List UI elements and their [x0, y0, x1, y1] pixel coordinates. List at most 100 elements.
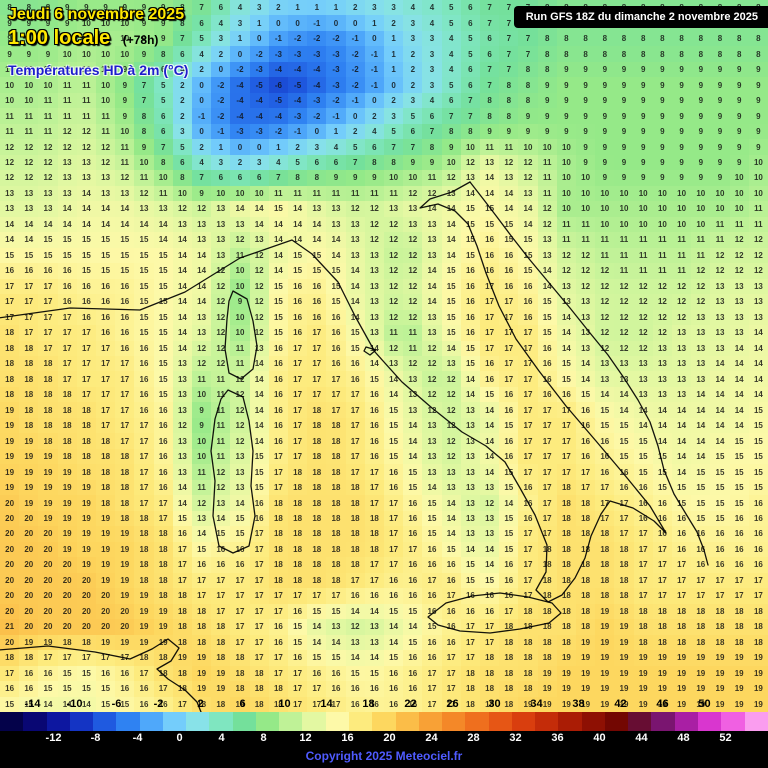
- temp-cell: 9: [576, 123, 596, 140]
- temp-cell: 16: [326, 681, 346, 697]
- temp-cell: 14: [345, 294, 365, 310]
- temp-cell: 19: [595, 619, 615, 635]
- temp-cell: 18: [96, 479, 116, 496]
- temp-cell: 13: [480, 510, 500, 527]
- temp-cell: 18: [57, 634, 77, 651]
- temp-cell: 19: [537, 681, 557, 697]
- temp-cell: 18: [288, 557, 308, 573]
- temp-cell: 7: [268, 170, 288, 186]
- temp-cell: 20: [0, 495, 20, 511]
- temp-cell: 16: [614, 479, 634, 496]
- temp-cell: 12: [211, 325, 231, 341]
- temp-cell: 16: [364, 696, 384, 712]
- temp-cell: 18: [192, 619, 212, 635]
- temp-cell: 15: [249, 464, 269, 480]
- temp-cell: -1: [268, 30, 288, 47]
- temp-cell: 14: [441, 340, 461, 356]
- temp-cell: 12: [652, 309, 672, 326]
- temp-cell: 15: [499, 526, 519, 542]
- temp-cell: 15: [326, 650, 346, 666]
- temp-cell: 18: [19, 371, 39, 387]
- temp-cell: 18: [480, 665, 500, 682]
- temp-cell: 14: [364, 340, 384, 356]
- temp-cell: 18: [672, 619, 692, 635]
- temp-cell: 18: [537, 619, 557, 635]
- temp-cell: 12: [633, 309, 653, 326]
- temp-cell: 11: [288, 185, 308, 202]
- temp-cell: 10: [672, 185, 692, 202]
- temp-cell: 13: [748, 294, 768, 310]
- temp-cell: 9: [614, 154, 634, 171]
- temp-cell: 16: [537, 371, 557, 387]
- scale-labels-bottom: -12 -8 -4 0 4 8 12 16 20 24 28 32 36 40 44 48 52: [0, 732, 768, 746]
- temp-cell: 12: [633, 294, 653, 310]
- scale-label: -2: [153, 698, 164, 710]
- temp-cell: 12: [691, 278, 711, 295]
- scale-label: 12: [299, 732, 312, 744]
- temp-cell: 16: [480, 232, 500, 248]
- temp-cell: 12: [422, 371, 442, 387]
- temp-cell: 9: [115, 61, 135, 78]
- temp-cell: 12: [576, 278, 596, 295]
- temp-cell: 17: [115, 417, 135, 434]
- temp-cell: 18: [576, 588, 596, 604]
- temp-cell: 19: [115, 572, 135, 589]
- temp-cell: 19: [652, 650, 672, 666]
- temp-cell: 10: [230, 185, 250, 202]
- temp-cell: 13: [595, 371, 615, 387]
- scale-color-segment: [348, 712, 373, 731]
- temp-cell: 12: [384, 216, 404, 233]
- temp-cell: 12: [249, 247, 269, 264]
- temp-cell: 12: [211, 479, 231, 496]
- temp-cell: 19: [96, 634, 116, 651]
- temp-cell: 18: [0, 356, 20, 372]
- temp-cell: 13: [57, 185, 77, 202]
- temp-cell: 3: [307, 139, 327, 155]
- scale-color-segment: [93, 712, 117, 731]
- temp-cell: 17: [0, 309, 20, 326]
- temp-cell: 15: [249, 448, 269, 465]
- temp-cell: 6: [192, 15, 212, 31]
- temp-cell: 11: [364, 185, 384, 202]
- temp-cell: 14: [326, 247, 346, 264]
- temp-cell: 9: [595, 61, 615, 78]
- temp-cell: 10: [556, 201, 576, 217]
- temp-cell: 15: [326, 294, 346, 310]
- temp-cell: 17: [480, 325, 500, 341]
- temp-cell: 8: [364, 154, 384, 171]
- temp-cell: 3: [384, 108, 404, 124]
- temp-cell: 13: [172, 356, 192, 372]
- temp-cell: 12: [19, 154, 39, 171]
- temp-cell: -1: [288, 123, 308, 140]
- temp-cell: -5: [249, 77, 269, 93]
- temp-cell: 14: [249, 386, 269, 403]
- temp-cell: 19: [38, 495, 58, 511]
- temp-cell: 15: [499, 464, 519, 480]
- temp-cell: 18: [38, 386, 58, 403]
- temp-cell: 7: [518, 46, 538, 62]
- temp-cell: 13: [230, 464, 250, 480]
- temp-cell: 14: [480, 448, 500, 465]
- temp-cell: 12: [211, 356, 231, 372]
- temp-cell: 15: [57, 665, 77, 682]
- temp-cell: 15: [460, 201, 480, 217]
- temp-cell: 6: [211, 170, 231, 186]
- temp-cell: 4: [403, 0, 423, 16]
- temp-cell: 9: [748, 92, 768, 109]
- temp-cell: 18: [0, 325, 20, 341]
- temp-cell: 13: [249, 232, 269, 248]
- temp-cell: 17: [499, 603, 519, 620]
- temp-cell: 9: [115, 0, 135, 16]
- temp-cell: 2: [288, 139, 308, 155]
- temp-cell: 16: [268, 634, 288, 651]
- temp-cell: 11: [614, 263, 634, 279]
- temp-cell: 14: [364, 650, 384, 666]
- temp-cell: 17: [364, 495, 384, 511]
- temp-cell: 9: [537, 92, 557, 109]
- temp-cell: 16: [403, 588, 423, 604]
- temp-cell: 15: [0, 247, 20, 264]
- temp-cell: 11: [576, 216, 596, 233]
- temp-cell: 17: [307, 340, 327, 356]
- temp-cell: 12: [614, 340, 634, 356]
- temp-cell: 9: [403, 154, 423, 171]
